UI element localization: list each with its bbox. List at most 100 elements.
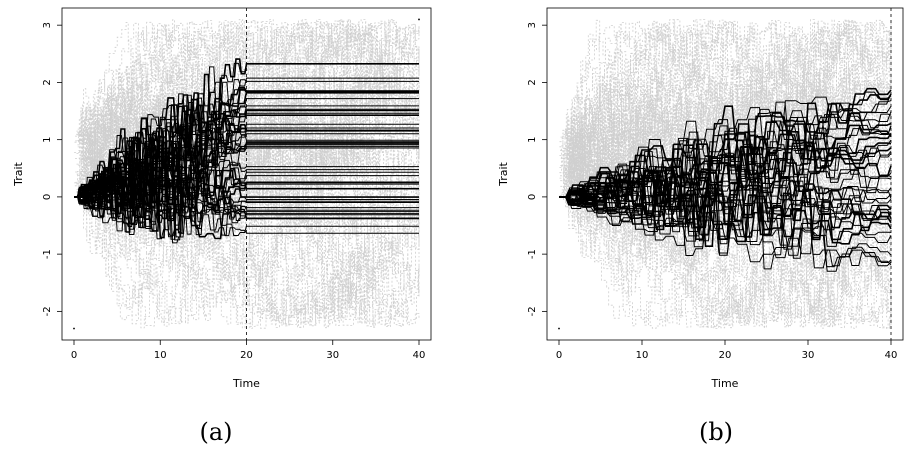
foreground-trajectory bbox=[559, 192, 892, 259]
x-tick-label: 40 bbox=[885, 350, 898, 361]
panel-caption: (a) bbox=[199, 418, 232, 446]
background-trajectory bbox=[559, 183, 809, 323]
background-trajectory bbox=[77, 82, 420, 253]
background-trajectory bbox=[565, 86, 892, 257]
x-tick-label: 0 bbox=[556, 350, 562, 361]
background-trajectory bbox=[85, 62, 384, 146]
foreground-trajectory bbox=[559, 147, 892, 222]
background-trajectory bbox=[560, 19, 876, 216]
background-trajectory bbox=[89, 19, 383, 160]
background-trajectory bbox=[568, 113, 826, 329]
x-tick-label: 40 bbox=[413, 350, 426, 361]
background-trajectory bbox=[86, 26, 406, 166]
foreground-trajectory bbox=[74, 176, 419, 227]
x-axis-title: Time bbox=[232, 377, 260, 390]
background-trajectory bbox=[82, 140, 420, 329]
background-trajectory bbox=[571, 43, 892, 312]
panel-caption: (b) bbox=[699, 418, 733, 446]
background-trajectory bbox=[84, 56, 409, 248]
background-trajectory bbox=[88, 75, 420, 260]
foreground-trajectory bbox=[559, 171, 892, 223]
background-trajectory bbox=[83, 62, 396, 196]
foreground-trajectory bbox=[559, 188, 892, 241]
x-axis-title: Time bbox=[711, 377, 739, 390]
background-trajectory bbox=[574, 52, 877, 191]
background-trajectory bbox=[564, 19, 888, 173]
background-trajectory bbox=[562, 52, 892, 292]
background-trajectory bbox=[86, 27, 420, 222]
background-trajectory bbox=[82, 35, 381, 225]
foreground-trajectory bbox=[74, 105, 419, 200]
background-trajectory bbox=[568, 89, 892, 221]
y-tick-label: -1 bbox=[527, 249, 538, 259]
background-trajectory bbox=[77, 76, 420, 327]
background-trajectory bbox=[566, 171, 892, 327]
y-tick-label: -2 bbox=[42, 306, 53, 316]
background-trajectory bbox=[89, 26, 420, 175]
background-trajectory bbox=[566, 115, 891, 328]
x-tick-label: 30 bbox=[326, 350, 339, 361]
background-trajectory bbox=[76, 115, 408, 320]
background-trajectory bbox=[85, 63, 345, 235]
panel-b: 0 10 20 30 40 -2 -1 0 1 2 3 Time Trait (b) bbox=[497, 7, 904, 446]
x-tick-label: 30 bbox=[802, 350, 815, 361]
foreground-trajectory bbox=[559, 158, 892, 220]
x-tick-label: 10 bbox=[154, 350, 167, 361]
x-tick-label: 10 bbox=[636, 350, 649, 361]
background-trajectory bbox=[561, 49, 817, 233]
y-tick-label: -2 bbox=[527, 306, 538, 316]
background-trajectory bbox=[564, 19, 892, 230]
background-trajectory bbox=[559, 20, 862, 212]
background-trajectory bbox=[560, 59, 877, 277]
extreme-point bbox=[418, 18, 420, 21]
background-trajectory bbox=[565, 77, 892, 214]
foreground-trajectory bbox=[559, 191, 892, 269]
y-tick-label: 1 bbox=[527, 136, 538, 142]
background-trajectory bbox=[78, 24, 420, 243]
background-trajectory bbox=[572, 94, 892, 219]
background-trajectory bbox=[86, 22, 397, 184]
foreground-trajectories bbox=[558, 87, 892, 330]
background-trajectory bbox=[83, 153, 409, 288]
background-trajectory bbox=[90, 133, 420, 328]
background-trajectory bbox=[88, 139, 420, 327]
background-trajectory bbox=[76, 79, 358, 326]
foreground-trajectory bbox=[74, 177, 419, 234]
background-trajectory bbox=[75, 100, 420, 325]
background-trajectory bbox=[80, 113, 361, 328]
background-trajectory bbox=[573, 22, 892, 191]
foreground-trajectory bbox=[74, 159, 419, 219]
y-axis-title: Trait bbox=[12, 161, 25, 186]
x-tick-label: 20 bbox=[719, 350, 732, 361]
background-trajectory bbox=[575, 20, 888, 193]
foreground-trajectory bbox=[559, 124, 892, 198]
panel-a: 0 10 20 30 40 -2 -1 0 1 2 3 Time Trait (a) bbox=[12, 7, 432, 446]
y-tick-label: 0 bbox=[527, 194, 538, 200]
foreground-trajectory bbox=[559, 174, 892, 231]
background-trajectory bbox=[80, 19, 413, 210]
background-trajectory bbox=[86, 19, 420, 188]
background-trajectory bbox=[83, 24, 414, 255]
background-trajectory bbox=[569, 22, 892, 229]
background-trajectory bbox=[80, 131, 420, 329]
y-tick-label: 0 bbox=[42, 194, 53, 200]
background-trajectory bbox=[78, 22, 420, 319]
y-tick-label: -1 bbox=[42, 249, 53, 259]
background-trajectory bbox=[76, 72, 357, 203]
extreme-point bbox=[558, 327, 560, 330]
x-axis-ticks: 0 10 20 30 40 bbox=[556, 340, 898, 361]
foreground-trajectory bbox=[559, 91, 892, 202]
foreground-trajectory bbox=[74, 79, 419, 198]
background-trajectory bbox=[90, 20, 381, 186]
y-tick-label: 2 bbox=[42, 79, 53, 85]
foreground-trajectory bbox=[559, 188, 892, 272]
background-trajectory bbox=[76, 147, 420, 327]
background-trajectory bbox=[568, 25, 892, 241]
x-axis-ticks: 0 10 20 30 40 bbox=[71, 340, 426, 361]
x-tick-label: 20 bbox=[240, 350, 253, 361]
foreground-trajectory bbox=[559, 93, 892, 198]
y-tick-label: 3 bbox=[527, 22, 538, 28]
background-trajectory bbox=[560, 34, 892, 191]
background-trajectory bbox=[566, 20, 892, 153]
